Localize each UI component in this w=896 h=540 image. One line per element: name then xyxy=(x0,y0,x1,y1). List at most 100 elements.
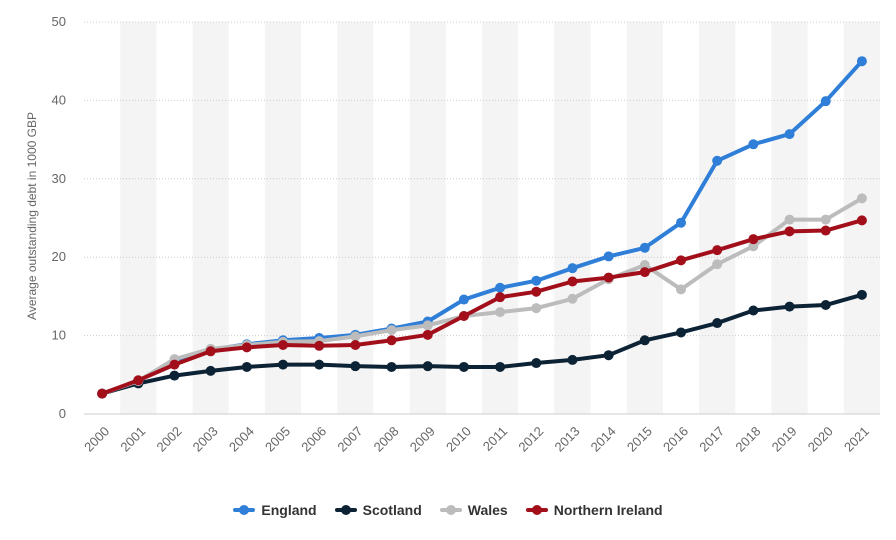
y-tick-label: 0 xyxy=(59,406,66,421)
data-point-england[interactable] xyxy=(856,56,867,67)
data-point-scotland[interactable] xyxy=(241,361,252,372)
data-point-scotland[interactable] xyxy=(567,354,578,365)
data-point-northern-ireland[interactable] xyxy=(495,292,506,303)
data-point-scotland[interactable] xyxy=(639,335,650,346)
data-point-england[interactable] xyxy=(784,129,795,140)
data-point-northern-ireland[interactable] xyxy=(386,335,397,346)
data-point-northern-ireland[interactable] xyxy=(133,375,144,386)
legend-item-wales[interactable]: Wales xyxy=(439,502,508,518)
x-tick-label: 2012 xyxy=(515,424,546,455)
data-point-northern-ireland[interactable] xyxy=(748,234,759,245)
data-point-scotland[interactable] xyxy=(495,361,506,372)
data-point-northern-ireland[interactable] xyxy=(422,329,433,340)
x-tick-label: 2014 xyxy=(588,424,619,455)
data-point-wales[interactable] xyxy=(350,331,361,342)
data-point-northern-ireland[interactable] xyxy=(314,340,325,351)
column-band xyxy=(409,22,446,414)
data-point-northern-ireland[interactable] xyxy=(639,267,650,278)
legend-item-scotland[interactable]: Scotland xyxy=(334,502,422,518)
column-band xyxy=(482,22,519,414)
data-point-northern-ireland[interactable] xyxy=(784,226,795,237)
data-point-wales[interactable] xyxy=(784,214,795,225)
data-point-wales[interactable] xyxy=(567,293,578,304)
data-point-england[interactable] xyxy=(531,275,542,286)
data-point-england[interactable] xyxy=(712,155,723,166)
data-point-england[interactable] xyxy=(603,251,614,262)
data-point-scotland[interactable] xyxy=(169,370,180,381)
legend-marker-icon xyxy=(525,505,548,515)
data-point-scotland[interactable] xyxy=(784,301,795,312)
data-point-northern-ireland[interactable] xyxy=(712,245,723,256)
data-point-northern-ireland[interactable] xyxy=(278,340,288,351)
legend-item-england[interactable]: England xyxy=(233,502,317,518)
legend-label: Northern Ireland xyxy=(553,502,663,518)
data-point-wales[interactable] xyxy=(712,259,723,270)
x-tick-label: 2011 xyxy=(480,424,510,454)
data-point-northern-ireland[interactable] xyxy=(458,311,469,321)
data-point-northern-ireland[interactable] xyxy=(205,346,216,357)
data-point-wales[interactable] xyxy=(531,303,542,314)
column-band xyxy=(554,22,591,414)
data-point-wales[interactable] xyxy=(676,284,686,295)
x-tick-label: 2008 xyxy=(371,424,402,455)
data-point-england[interactable] xyxy=(639,242,650,253)
data-point-northern-ireland[interactable] xyxy=(97,388,108,399)
legend-item-northern-ireland[interactable]: Northern Ireland xyxy=(525,502,663,518)
data-point-scotland[interactable] xyxy=(314,359,325,370)
series-line-wales xyxy=(100,196,864,396)
y-tick-label: 50 xyxy=(52,14,66,29)
data-point-northern-ireland[interactable] xyxy=(567,276,578,287)
data-point-scotland[interactable] xyxy=(603,350,614,361)
series-lines xyxy=(97,56,867,399)
data-point-wales[interactable] xyxy=(639,260,650,271)
data-point-northern-ireland[interactable] xyxy=(676,255,686,266)
data-point-northern-ireland[interactable] xyxy=(603,272,614,283)
data-point-scotland[interactable] xyxy=(748,305,759,316)
data-point-scotland[interactable] xyxy=(531,358,542,369)
column-band xyxy=(699,22,736,414)
data-point-england[interactable] xyxy=(495,282,506,293)
data-point-northern-ireland[interactable] xyxy=(531,286,542,297)
x-tick-label: 2018 xyxy=(732,424,763,455)
x-tick-label: 2000 xyxy=(81,424,112,455)
data-point-england[interactable] xyxy=(748,139,759,150)
column-band xyxy=(626,22,663,414)
data-point-northern-ireland[interactable] xyxy=(820,225,831,236)
data-point-england[interactable] xyxy=(676,217,686,228)
data-point-scotland[interactable] xyxy=(422,361,433,372)
data-point-northern-ireland[interactable] xyxy=(169,359,180,370)
series-line-northern-ireland xyxy=(100,218,864,396)
data-point-scotland[interactable] xyxy=(350,361,361,372)
x-tick-label: 2013 xyxy=(552,424,583,455)
legend-label: England xyxy=(261,502,317,518)
y-tick-label: 30 xyxy=(52,171,66,186)
data-point-wales[interactable] xyxy=(386,325,397,336)
data-point-england[interactable] xyxy=(567,263,578,274)
x-tick-label: 2007 xyxy=(334,424,365,455)
data-point-wales[interactable] xyxy=(856,193,867,204)
data-point-northern-ireland[interactable] xyxy=(856,215,867,226)
data-point-england[interactable] xyxy=(458,294,469,305)
y-tick-label: 40 xyxy=(52,92,66,107)
data-point-wales[interactable] xyxy=(422,320,433,331)
data-point-scotland[interactable] xyxy=(205,365,216,376)
data-point-northern-ireland[interactable] xyxy=(241,342,252,353)
data-point-scotland[interactable] xyxy=(820,300,831,311)
x-tick-label: 2001 xyxy=(117,424,148,455)
data-point-scotland[interactable] xyxy=(458,361,469,372)
x-tick-label: 2020 xyxy=(805,424,836,455)
data-point-scotland[interactable] xyxy=(676,327,686,338)
data-point-scotland[interactable] xyxy=(712,318,723,329)
data-point-wales[interactable] xyxy=(495,307,506,318)
data-point-england[interactable] xyxy=(820,96,831,107)
y-axis-tick-labels: 0 10 20 30 40 50 xyxy=(52,14,66,421)
data-point-scotland[interactable] xyxy=(856,289,867,300)
data-point-wales[interactable] xyxy=(748,241,759,252)
data-point-scotland[interactable] xyxy=(386,361,397,372)
data-point-wales[interactable] xyxy=(820,214,831,225)
x-tick-label: 2006 xyxy=(298,424,329,455)
data-point-scotland[interactable] xyxy=(278,359,288,370)
legend-marker-icon xyxy=(439,505,462,515)
y-axis-title: Average outstanding debt in 1000 GBP xyxy=(25,112,39,320)
data-point-northern-ireland[interactable] xyxy=(350,340,361,351)
